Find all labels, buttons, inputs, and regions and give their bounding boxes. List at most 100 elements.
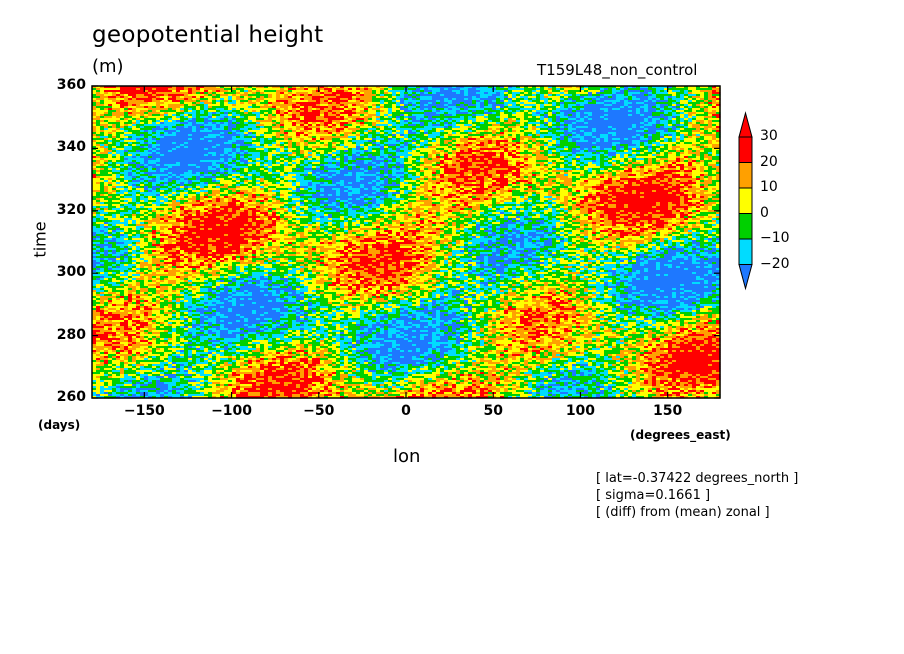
heatmap-cell xyxy=(480,96,485,99)
heatmap-cell xyxy=(152,108,157,111)
heatmap-cell xyxy=(244,110,249,113)
heatmap-cell xyxy=(552,108,557,111)
heatmap-cell xyxy=(612,124,617,127)
heatmap-cell xyxy=(128,100,133,103)
heatmap-cell xyxy=(620,94,625,97)
heatmap-cell xyxy=(568,106,573,109)
heatmap-cell xyxy=(172,102,177,105)
heatmap-cell xyxy=(440,110,445,113)
heatmap-cell xyxy=(296,104,301,107)
heatmap-cell xyxy=(168,100,173,103)
heatmap-cell xyxy=(604,128,609,131)
heatmap-cell xyxy=(572,126,577,129)
heatmap-cell xyxy=(216,90,221,93)
heatmap-cell xyxy=(228,110,233,113)
heatmap-cell xyxy=(100,112,105,115)
heatmap-cell xyxy=(696,92,701,95)
heatmap-cell xyxy=(488,110,493,113)
heatmap-cell xyxy=(680,114,685,117)
heatmap-cell xyxy=(548,106,553,109)
heatmap-cell xyxy=(500,86,505,89)
heatmap-cell xyxy=(208,96,213,99)
heatmap-cell xyxy=(608,94,613,97)
heatmap-cell xyxy=(516,124,521,127)
heatmap-cell xyxy=(312,96,317,99)
heatmap-cell xyxy=(612,100,617,103)
heatmap-cell xyxy=(200,92,205,95)
heatmap-cell xyxy=(248,104,253,107)
heatmap-cell xyxy=(176,90,181,93)
heatmap-cell xyxy=(300,100,305,103)
heatmap-cell xyxy=(180,104,185,107)
heatmap-cell xyxy=(320,96,325,99)
heatmap-cell xyxy=(100,122,105,125)
heatmap-cell xyxy=(472,126,477,129)
heatmap-cell xyxy=(364,88,369,91)
heatmap-cell xyxy=(376,102,381,105)
heatmap-cell xyxy=(168,128,173,131)
heatmap-cell xyxy=(528,88,533,91)
heatmap-cell xyxy=(372,124,377,127)
heatmap-cell xyxy=(184,90,189,93)
heatmap-cell xyxy=(484,100,489,103)
heatmap-cell xyxy=(676,96,681,99)
heatmap-cell xyxy=(212,126,217,129)
heatmap-cell xyxy=(664,102,669,105)
heatmap-cell xyxy=(288,128,293,131)
heatmap-cell xyxy=(296,116,301,119)
heatmap-cell xyxy=(668,122,673,125)
heatmap-cell xyxy=(404,94,409,97)
heatmap-cell xyxy=(300,118,305,121)
heatmap-cell xyxy=(672,118,677,121)
heatmap-cell xyxy=(716,118,721,121)
heatmap-cell xyxy=(644,88,649,91)
heatmap-cell xyxy=(176,128,181,131)
heatmap-cell xyxy=(284,122,289,125)
heatmap-cell xyxy=(704,110,709,113)
heatmap-cell xyxy=(280,102,285,105)
heatmap-cell xyxy=(568,112,573,115)
heatmap-cell xyxy=(200,108,205,111)
heatmap-cell xyxy=(212,106,217,109)
heatmap-cell xyxy=(644,122,649,125)
heatmap-cell xyxy=(200,130,205,133)
heatmap-cell xyxy=(592,92,597,95)
heatmap-cell xyxy=(256,92,261,95)
heatmap-cell xyxy=(316,124,321,127)
heatmap-cell xyxy=(232,120,237,123)
heatmap-cell xyxy=(712,96,717,99)
heatmap-cell xyxy=(576,114,581,117)
heatmap-cell xyxy=(160,92,165,95)
heatmap-cell xyxy=(316,128,321,131)
heatmap-cell xyxy=(188,126,193,129)
heatmap-cell xyxy=(584,110,589,113)
heatmap-cell xyxy=(500,110,505,113)
heatmap-cell xyxy=(152,98,157,101)
heatmap-cell xyxy=(572,92,577,95)
heatmap-cell xyxy=(328,124,333,127)
heatmap-cell xyxy=(536,96,541,99)
heatmap-cell xyxy=(416,114,421,117)
heatmap-cell xyxy=(92,86,97,89)
heatmap-cell xyxy=(524,116,529,119)
heatmap-cell xyxy=(152,94,157,97)
heatmap-cell xyxy=(316,112,321,115)
heatmap-cell xyxy=(556,110,561,113)
heatmap-cell xyxy=(504,96,509,99)
heatmap-cell xyxy=(276,106,281,109)
heatmap-cell xyxy=(276,96,281,99)
heatmap-cell xyxy=(352,118,357,121)
heatmap-cell xyxy=(272,90,277,93)
heatmap-cell xyxy=(712,108,717,111)
heatmap-cell xyxy=(520,124,525,127)
heatmap-cell xyxy=(588,104,593,107)
heatmap-cell xyxy=(424,124,429,127)
heatmap-cell xyxy=(528,110,533,113)
heatmap-cell xyxy=(296,106,301,109)
heatmap-cell xyxy=(468,92,473,95)
heatmap-cell xyxy=(392,96,397,99)
heatmap-cell xyxy=(296,110,301,113)
heatmap-cell xyxy=(164,92,169,95)
heatmap-cell xyxy=(696,120,701,123)
heatmap-cell xyxy=(628,102,633,105)
